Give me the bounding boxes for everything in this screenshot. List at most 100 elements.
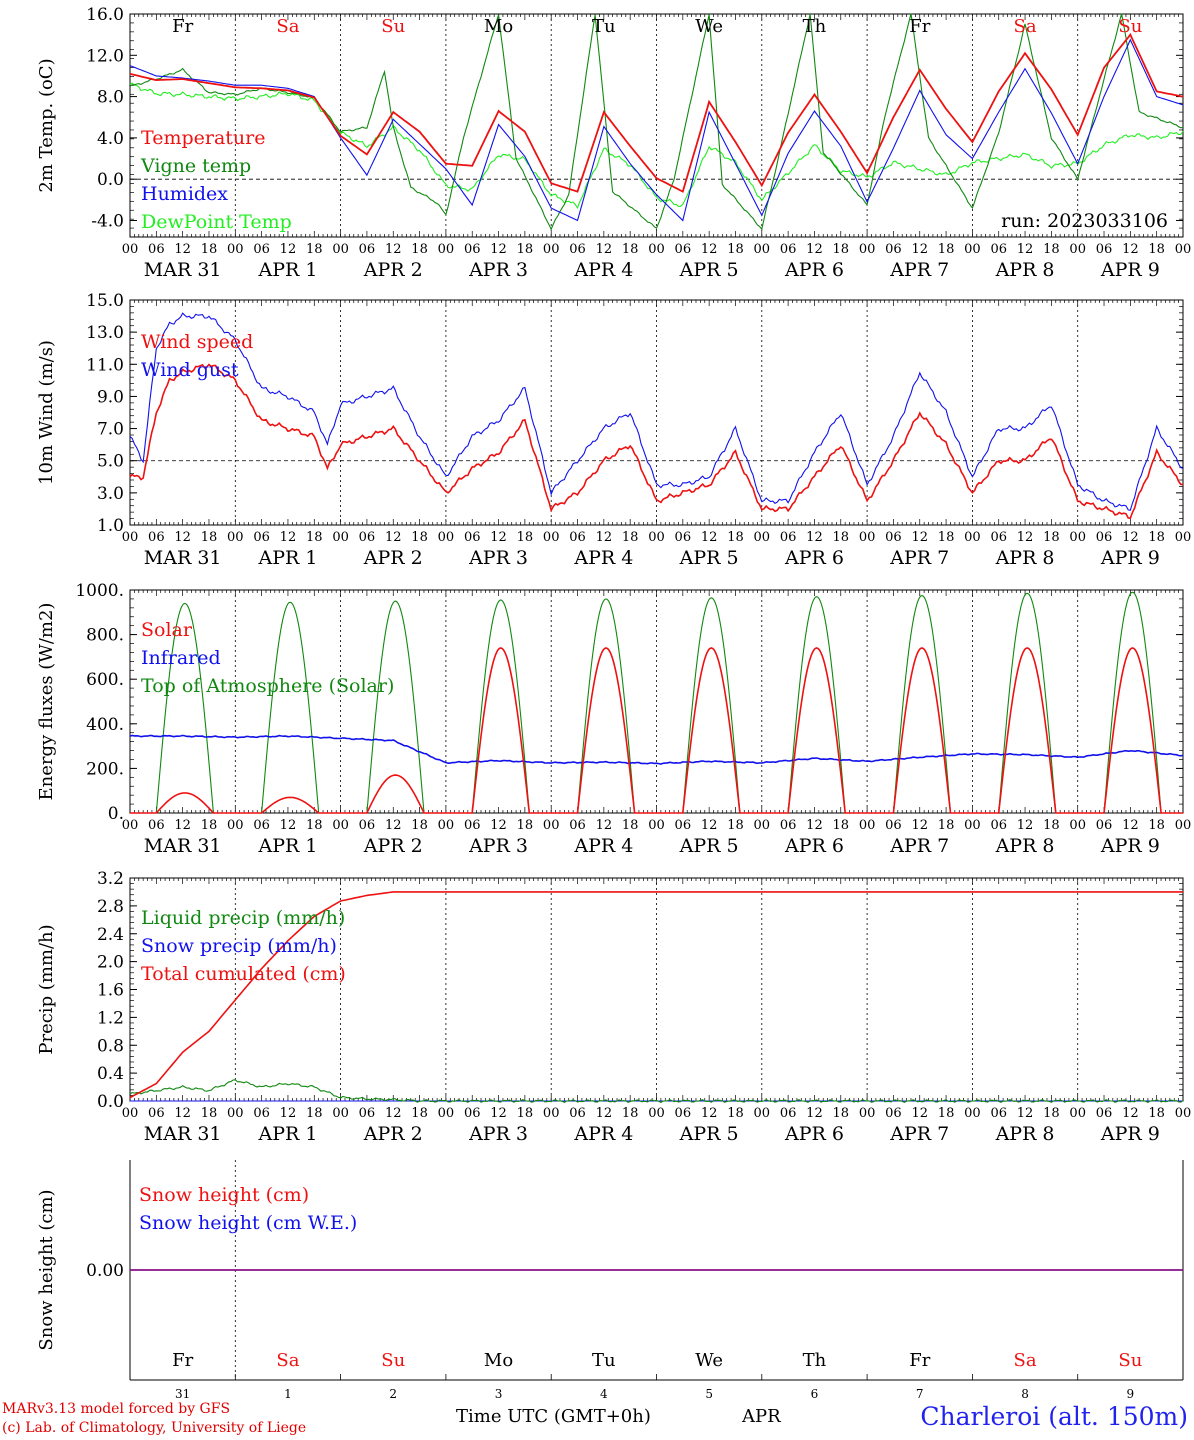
day-abbr-top: Tu [592, 16, 616, 37]
x-tick-label: 00 [543, 1106, 560, 1121]
date-label: APR 8 [995, 547, 1055, 569]
x-tick-label: 12 [806, 530, 823, 545]
legend-infrared: Infrared [141, 647, 221, 669]
x-tick-label: 12 [280, 242, 297, 257]
x-tick-label: 18 [833, 1106, 850, 1121]
date-label: APR 1 [257, 1123, 317, 1145]
x-tick-label: 18 [622, 242, 639, 257]
x-tick-label: 00 [1069, 818, 1086, 833]
date-label: APR 1 [257, 547, 317, 569]
x-tick-label: 18 [1043, 530, 1060, 545]
legend-wind-speed: Wind speed [141, 331, 253, 353]
x-tick-label: 06 [675, 242, 692, 257]
series-line-vigne-temp [129, 13, 1184, 231]
day-abbr-top: Sa [276, 16, 299, 37]
x-tick-label: 06 [990, 1106, 1007, 1121]
x-tick-label: 06 [1096, 1106, 1113, 1121]
x-tick-label: 18 [1148, 1106, 1165, 1121]
x-tick-label: 18 [517, 818, 534, 833]
day-abbr-bottom: Mo [484, 1350, 513, 1371]
series-line-solar [130, 647, 1183, 814]
x-tick-label: 00 [754, 818, 771, 833]
x-tick-label: 06 [990, 818, 1007, 833]
x-tick-label: 12 [280, 530, 297, 545]
date-label: APR 7 [889, 259, 949, 281]
y-axis-label: Precip (mm/h) [36, 924, 57, 1054]
date-label: APR 4 [573, 1123, 633, 1145]
x-tick-label: 18 [622, 530, 639, 545]
x-tick-label: 06 [464, 530, 481, 545]
x-tick-label: 06 [885, 1106, 902, 1121]
x-tick-label: 12 [596, 530, 613, 545]
legend-snow-height-cm-w-e-: Snow height (cm W.E.) [139, 1212, 357, 1234]
x-tick-label: 12 [1122, 530, 1139, 545]
x-tick-label: 00 [648, 242, 665, 257]
x-tick-label: 06 [253, 242, 270, 257]
x-tick-label: 06 [253, 818, 270, 833]
y-tick-label: 0.8 [97, 1036, 124, 1056]
x-tick-label: 12 [1017, 818, 1034, 833]
x-tick-label: 00 [859, 818, 876, 833]
day-abbr-bottom: Su [381, 1350, 405, 1371]
x-tick-label: 18 [306, 530, 323, 545]
date-label: MAR 31 [144, 835, 222, 857]
day-abbr-bottom: Sa [276, 1350, 299, 1371]
date-label: APR 4 [573, 547, 633, 569]
y-tick-label: 800. [86, 626, 124, 646]
x-tick-label: 00 [859, 1106, 876, 1121]
x-tick-label: 18 [1148, 818, 1165, 833]
x-tick-label: 18 [938, 242, 955, 257]
date-label: APR 6 [784, 547, 844, 569]
x-tick-label: 06 [359, 530, 376, 545]
x-tick-label: 12 [174, 530, 191, 545]
x-tick-label: 00 [1069, 530, 1086, 545]
y-axis-label: Energy fluxes (W/m2) [36, 603, 57, 801]
x-tick-label: 18 [306, 818, 323, 833]
date-label: APR 3 [468, 1123, 528, 1145]
x-tick-label: 12 [701, 242, 718, 257]
x-axis-label: Time UTC (GMT+0h) [456, 1406, 651, 1427]
x-tick-label: 12 [490, 530, 507, 545]
date-label: APR 7 [889, 547, 949, 569]
x-tick-label: 00 [227, 242, 244, 257]
x-tick-label: 18 [201, 818, 218, 833]
day-abbr-top: Sa [1014, 16, 1037, 37]
x-tick-label: 06 [780, 242, 797, 257]
y-tick-label: 9.0 [97, 387, 124, 407]
x-tick-label: 00 [859, 530, 876, 545]
x-tick-label: 00 [964, 530, 981, 545]
day-number: 31 [175, 1387, 190, 1401]
x-tick-label: 00 [648, 818, 665, 833]
x-tick-label: 12 [490, 242, 507, 257]
y-tick-label: 2.8 [97, 897, 124, 917]
day-number: 7 [916, 1387, 924, 1401]
x-tick-label: 00 [964, 818, 981, 833]
legend-snow-precip-mm-h-: Snow precip (mm/h) [141, 935, 337, 957]
y-tick-label: 4.0 [97, 129, 124, 149]
x-tick-label: 06 [885, 530, 902, 545]
x-tick-label: 06 [569, 818, 586, 833]
y-axis-label: 2m Temp. (oC) [36, 58, 57, 192]
x-tick-label: 06 [359, 818, 376, 833]
date-label: APR 1 [257, 259, 317, 281]
date-label: APR 7 [889, 835, 949, 857]
date-label: APR 5 [679, 259, 739, 281]
x-tick-label: 00 [332, 530, 349, 545]
x-tick-label: 18 [622, 1106, 639, 1121]
day-abbr-top: Fr [172, 16, 193, 37]
x-tick-label: 12 [701, 818, 718, 833]
x-tick-label: 00 [754, 242, 771, 257]
x-tick-label: 12 [174, 1106, 191, 1121]
legend-temperature: Temperature [141, 127, 265, 149]
x-tick-label: 12 [385, 818, 402, 833]
day-number: 2 [389, 1387, 397, 1401]
x-tick-label: 18 [1148, 242, 1165, 257]
x-tick-label: 06 [1096, 242, 1113, 257]
x-tick-label: 00 [332, 242, 349, 257]
x-tick-label: 18 [306, 242, 323, 257]
date-label: APR 9 [1100, 835, 1160, 857]
x-tick-label: 00 [1069, 242, 1086, 257]
x-tick-label: 00 [1069, 1106, 1086, 1121]
x-tick-label: 12 [1122, 242, 1139, 257]
